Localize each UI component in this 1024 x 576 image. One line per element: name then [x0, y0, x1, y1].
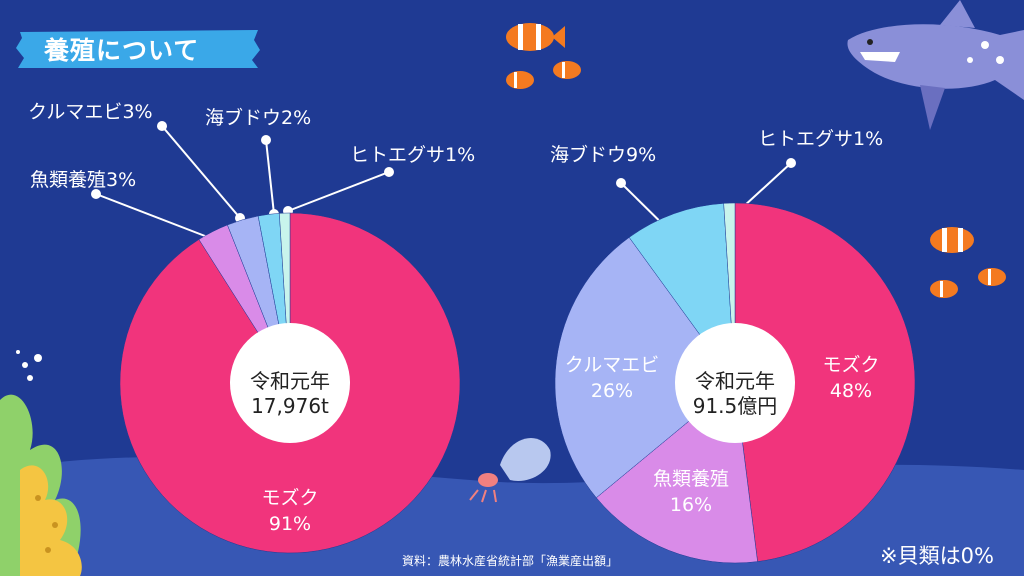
- leader-dot: [261, 135, 271, 145]
- slice-label-mozuku-1: モズク 91%: [261, 487, 319, 535]
- title-banner: [16, 30, 260, 68]
- pie-center-hole: [675, 323, 795, 443]
- leader-line: [265, 139, 275, 215]
- leader-line: [287, 171, 390, 212]
- slice-label-hitoegusa-2: ヒトエグサ1%: [758, 128, 884, 150]
- slice-label-kurumaebi-1: クルマエビ3%: [28, 101, 153, 123]
- leader-dot: [157, 121, 167, 131]
- leader-dot: [91, 189, 101, 199]
- pie-slice: [554, 237, 736, 499]
- slice-label-fish-2: 魚類養殖 16%: [652, 468, 729, 516]
- bubbles-illustration: [16, 350, 42, 381]
- leader-lines: [91, 121, 796, 252]
- pie-center-label-value: 令和元年 91.5億円: [692, 369, 778, 418]
- leader-dot: [384, 167, 394, 177]
- pie-slice: [119, 212, 461, 554]
- slice-label-kurumaebi-2: クルマエビ 26%: [564, 354, 660, 402]
- seaweed-illustration: [0, 394, 82, 576]
- clownfish-illustration: [506, 23, 581, 89]
- slice-label-umibudou-1: 海ブドウ2%: [205, 107, 312, 129]
- leader-dot: [616, 178, 626, 188]
- slice-label-fish-1: 魚類養殖3%: [30, 169, 137, 191]
- pie-chart-value: [554, 202, 916, 564]
- slice-label-hitoegusa-1: ヒトエグサ1%: [350, 144, 476, 166]
- source-caption: 資料：農林水産省統計部「漁業産出額」: [402, 554, 619, 568]
- pie-center-label-volume: 令和元年 17,976t: [250, 369, 330, 418]
- pie-slice: [734, 202, 916, 562]
- clownfish-illustration: [930, 227, 1006, 298]
- page-title: 養殖について: [44, 36, 200, 65]
- hermit-crab-illustration: [469, 438, 551, 503]
- leader-line: [95, 193, 219, 242]
- slice-label-umibudou-2: 海ブドウ9%: [550, 144, 657, 166]
- shark-illustration: [847, 0, 1024, 130]
- pie-center-hole: [230, 323, 350, 443]
- leader-dot: [786, 158, 796, 168]
- slice-label-mozuku-2: モズク 48%: [822, 354, 880, 402]
- footnote: ※貝類は0%: [880, 544, 994, 568]
- leader-line: [161, 125, 241, 219]
